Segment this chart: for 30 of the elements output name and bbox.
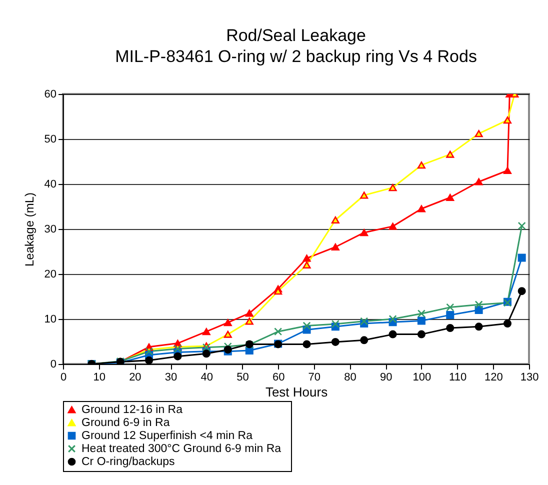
y-tick-label: 60 — [44, 88, 56, 100]
x-tick-label: 90 — [380, 372, 392, 384]
x-tick-label: 40 — [200, 372, 214, 384]
y-tick-label: 20 — [44, 268, 56, 280]
legend-label: Ground 6-9 in Ra — [82, 416, 170, 429]
x-tick-label: 70 — [308, 372, 321, 384]
x-tick-label: 60 — [272, 372, 285, 384]
legend-label: Cr O-ring/backups — [82, 456, 176, 468]
x-tick-label: 20 — [129, 372, 142, 384]
y-tick-label: 40 — [44, 178, 56, 190]
x-tick-label: 110 — [449, 372, 467, 384]
legend-label: Heat treated 300°C Ground 6-9 min Ra — [82, 442, 282, 455]
chart-title: Rod/Seal Leakage — [226, 26, 366, 45]
chart-subtitle: MIL-P-83461 O-ring w/ 2 backup ring Vs 4 Rods — [115, 47, 477, 66]
x-tick-label: 30 — [164, 372, 178, 384]
legend-label: Ground 12 Superfinish <4 min Ra — [82, 430, 254, 442]
y-tick-label: 10 — [44, 314, 56, 326]
y-tick-label: 0 — [50, 358, 56, 370]
x-tick-label: 130 — [520, 372, 539, 384]
legend-label: Ground 12-16 in Ra — [82, 404, 184, 416]
x-tick-label: 10 — [93, 372, 106, 384]
x-tick-label: 100 — [412, 372, 432, 384]
x-tick-label: 50 — [236, 372, 249, 384]
x-tick-label: 80 — [344, 372, 356, 384]
y-tick-label: 50 — [44, 134, 56, 146]
x-tick-label: 0 — [60, 372, 67, 384]
x-axis-title: Test Hours — [265, 384, 328, 400]
x-tick-label: 120 — [484, 372, 503, 384]
y-axis-title: Leakage (mL) — [22, 192, 36, 267]
y-tick-label: 30 — [44, 224, 56, 236]
